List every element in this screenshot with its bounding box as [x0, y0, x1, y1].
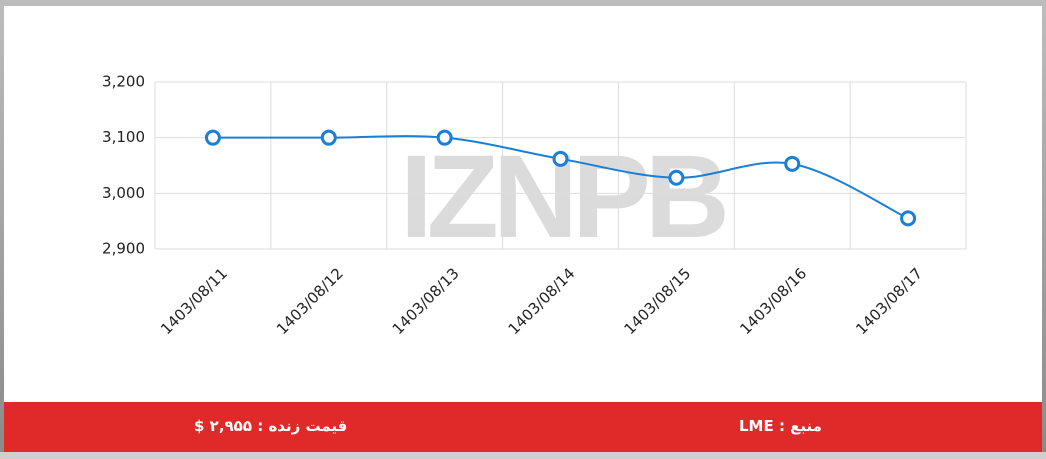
point: [320, 129, 337, 146]
bottom-strip: [0, 452, 1046, 459]
x-tick-label: 1403/08/16: [736, 264, 810, 338]
y-tick-label: 3,000: [102, 184, 145, 202]
x-tick-label: 1403/08/11: [157, 264, 231, 338]
x-tick-label: 1403/08/15: [620, 264, 694, 338]
source: منبع : LME: [739, 417, 822, 435]
x-tick-label: 1403/08/12: [273, 264, 347, 338]
point: [900, 210, 917, 227]
point: [436, 129, 453, 146]
x-tick-label: 1403/08/17: [852, 264, 926, 338]
live-price: قیمت زنده : ۲,۹۵۵ $: [194, 417, 348, 435]
y-tick-label: 2,900: [102, 240, 145, 258]
x-tick-label: 1403/08/14: [505, 264, 579, 338]
point: [784, 155, 801, 172]
footer-bar: قیمت زنده : ۲,۹۵۵ $ منبع : LME: [4, 402, 1042, 452]
chart: IZNPB 2,900 3,000 3,100 3,200 1403/08/11 1403/…: [102, 73, 967, 338]
y-tick-label: 3,200: [102, 73, 145, 91]
point: [204, 129, 221, 146]
point: [552, 150, 569, 167]
x-tick-label: 1403/08/13: [389, 264, 463, 338]
y-tick-label: 3,100: [102, 128, 145, 146]
point: [668, 169, 685, 186]
watermark: IZNPB: [400, 131, 725, 263]
